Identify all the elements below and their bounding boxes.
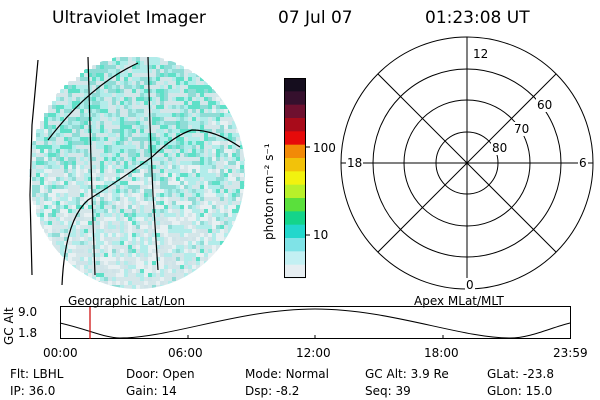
orbit-xtick-0600: 06:00 bbox=[168, 346, 203, 360]
orbit-xtick-1200: 12:00 bbox=[296, 346, 331, 360]
door-status: Door: Open bbox=[126, 367, 195, 381]
mode-status: Mode: Normal bbox=[245, 367, 329, 381]
orbit-altitude-plot bbox=[59, 306, 571, 339]
mlt-label-18: 18 bbox=[346, 156, 364, 170]
apex-caption: Apex MLat/MLT bbox=[414, 294, 504, 308]
orbit-ytick-max: 9.0 bbox=[18, 305, 38, 319]
mlat-label-80: 80 bbox=[491, 141, 509, 155]
mlat-label-60: 60 bbox=[536, 98, 554, 112]
colorbar bbox=[284, 78, 310, 279]
colorbar-tick-100: 100 bbox=[313, 141, 336, 155]
mlt-label-12: 12 bbox=[472, 47, 490, 61]
app-title: Ultraviolet Imager bbox=[52, 8, 206, 28]
geographic-grid-lines bbox=[29, 56, 241, 286]
date-label: 07 Jul 07 bbox=[278, 8, 353, 28]
mlat-label-70: 70 bbox=[513, 122, 531, 136]
glat-status: GLat: -23.8 bbox=[487, 367, 554, 381]
orbit-xtick-0000: 00:00 bbox=[43, 346, 78, 360]
orbit-ylabel: GC Alt bbox=[2, 307, 16, 345]
gain-status: Gain: 14 bbox=[126, 384, 177, 398]
time-label: 01:23:08 UT bbox=[425, 8, 530, 28]
glon-status: GLon: 15.0 bbox=[487, 384, 553, 398]
colorbar-unit-label: photon cm⁻² s⁻¹ bbox=[262, 143, 276, 240]
gcalt-status: GC Alt: 3.9 Re bbox=[365, 367, 449, 381]
geographic-caption: Geographic Lat/Lon bbox=[68, 294, 186, 308]
ip-status: IP: 36.0 bbox=[10, 384, 56, 398]
filter-status: Flt: LBHL bbox=[10, 367, 64, 381]
colorbar-tick-10: 10 bbox=[313, 228, 329, 242]
uv-image-panel bbox=[29, 56, 245, 289]
mlt-label-0: 0 bbox=[465, 278, 475, 292]
mlat-mlt-polar-plot bbox=[340, 36, 594, 290]
seq-status: Seq: 39 bbox=[365, 384, 411, 398]
mlt-label-6: 6 bbox=[578, 156, 588, 170]
dsp-status: Dsp: -8.2 bbox=[245, 384, 300, 398]
orbit-xtick-2359: 23:59 bbox=[553, 346, 588, 360]
orbit-xtick-1800: 18:00 bbox=[424, 346, 459, 360]
orbit-ytick-min: 1.8 bbox=[18, 326, 38, 340]
